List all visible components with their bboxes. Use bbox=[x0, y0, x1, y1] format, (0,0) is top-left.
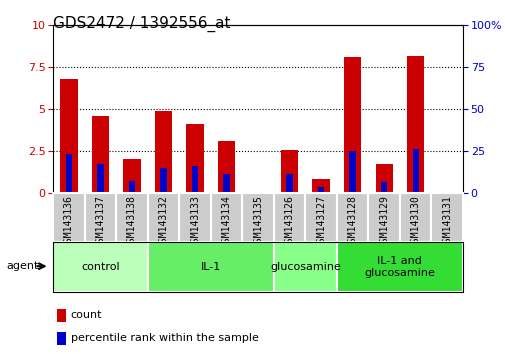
Bar bbox=[399, 193, 431, 242]
Bar bbox=[443, 192, 449, 193]
Bar bbox=[129, 181, 135, 193]
Bar bbox=[223, 175, 229, 193]
Text: GSM143134: GSM143134 bbox=[221, 195, 231, 248]
Bar bbox=[116, 193, 147, 242]
Bar bbox=[412, 149, 418, 193]
Bar bbox=[147, 193, 179, 242]
Text: GSM143137: GSM143137 bbox=[95, 195, 105, 248]
Bar bbox=[242, 193, 273, 242]
Bar bbox=[191, 166, 198, 193]
Text: GSM143129: GSM143129 bbox=[378, 195, 388, 248]
Bar bbox=[305, 193, 336, 242]
Text: GSM143127: GSM143127 bbox=[316, 195, 325, 248]
Bar bbox=[60, 79, 77, 193]
Bar bbox=[186, 124, 204, 193]
Bar bbox=[53, 242, 147, 292]
Bar bbox=[286, 173, 292, 193]
Bar bbox=[280, 150, 297, 193]
Bar bbox=[123, 159, 140, 193]
Text: GSM143135: GSM143135 bbox=[252, 195, 263, 248]
Bar bbox=[160, 168, 166, 193]
Text: IL-1 and
glucosamine: IL-1 and glucosamine bbox=[364, 256, 434, 278]
Text: GSM143126: GSM143126 bbox=[284, 195, 294, 248]
Text: percentile rank within the sample: percentile rank within the sample bbox=[70, 333, 258, 343]
Bar bbox=[97, 164, 104, 193]
Bar bbox=[218, 141, 235, 193]
Bar bbox=[336, 193, 368, 242]
Bar bbox=[375, 164, 392, 193]
Bar bbox=[431, 193, 462, 242]
Text: GSM143138: GSM143138 bbox=[127, 195, 137, 248]
Bar bbox=[312, 179, 329, 193]
Text: IL-1: IL-1 bbox=[200, 262, 221, 272]
Text: glucosamine: glucosamine bbox=[269, 262, 340, 272]
Bar bbox=[273, 193, 305, 242]
Bar bbox=[57, 332, 66, 345]
Text: count: count bbox=[70, 310, 102, 320]
Bar bbox=[317, 187, 324, 193]
Bar bbox=[380, 182, 386, 193]
Bar bbox=[57, 309, 66, 322]
Text: GSM143136: GSM143136 bbox=[64, 195, 74, 248]
Bar bbox=[53, 193, 84, 242]
Bar bbox=[179, 193, 211, 242]
Bar bbox=[211, 193, 242, 242]
Text: GSM143131: GSM143131 bbox=[441, 195, 451, 248]
Bar bbox=[273, 242, 336, 292]
Bar bbox=[336, 242, 462, 292]
Text: control: control bbox=[81, 262, 120, 272]
Bar bbox=[155, 110, 172, 193]
Text: GSM143133: GSM143133 bbox=[190, 195, 199, 248]
Text: agent: agent bbox=[6, 261, 38, 271]
Bar bbox=[147, 242, 273, 292]
Bar bbox=[91, 115, 109, 193]
Text: GDS2472 / 1392556_at: GDS2472 / 1392556_at bbox=[53, 16, 230, 32]
Bar bbox=[255, 192, 261, 193]
Bar bbox=[349, 151, 355, 193]
Bar bbox=[406, 56, 424, 193]
Text: GSM143132: GSM143132 bbox=[158, 195, 168, 248]
Text: GSM143130: GSM143130 bbox=[410, 195, 420, 248]
Bar bbox=[343, 57, 361, 193]
Bar bbox=[66, 154, 72, 193]
Text: GSM143128: GSM143128 bbox=[347, 195, 357, 248]
Bar bbox=[84, 193, 116, 242]
Bar bbox=[368, 193, 399, 242]
